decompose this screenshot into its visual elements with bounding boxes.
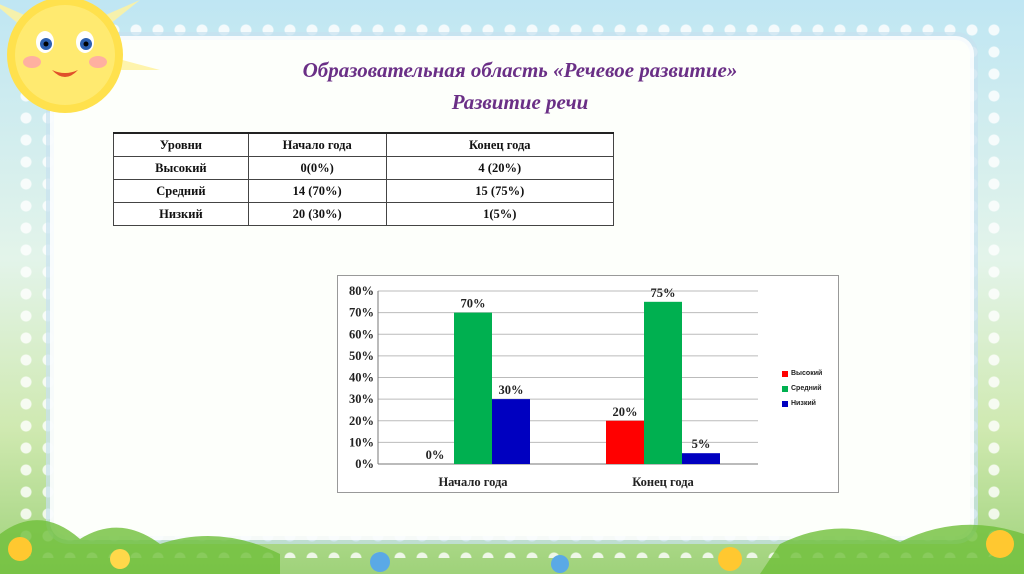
legend-label: Низкий [791,400,816,407]
x-tick-label: Начало года [438,475,508,489]
legend-swatch [782,370,788,377]
bar [454,312,492,464]
sun-illustration [0,0,160,113]
y-tick-label: 30% [349,392,374,406]
y-tick-label: 80% [349,284,374,298]
table-cell: 1(5%) [385,202,615,226]
table-cell: 20 (30%) [247,202,387,226]
data-label: 0% [426,448,445,462]
data-label: 75% [651,286,676,300]
legend-item: Высокий [782,366,822,381]
data-label: 5% [692,437,711,451]
grass-decoration [0,520,1024,574]
table-cell: 14 (70%) [247,179,387,203]
table-header-cell: Конец года [385,132,615,157]
table-header-cell: Начало года [247,132,387,157]
legend-label: Средний [791,385,822,392]
y-tick-label: 40% [349,371,374,385]
y-tick-label: 50% [349,349,374,363]
table-header-row: Уровни Начало года Конец года [113,132,615,157]
bar [682,453,720,464]
bar-chart-svg: 0% 10% 20% 30% 40% 50% 60% 70% 80% 0% 70% 30% Начало… [349,284,758,489]
y-tick-label: 70% [349,306,374,320]
bar-chart: 0% 10% 20% 30% 40% 50% 60% 70% 80% 0% 70% 30% Начало… [337,275,839,493]
y-tick-label: 0% [355,457,374,471]
table-cell: 15 (75%) [385,179,615,203]
data-label: 70% [461,297,486,311]
levels-table: Уровни Начало года Конец года Высокий 0(… [113,132,615,226]
table-row: Средний 14 (70%) 15 (75%) [113,179,615,203]
legend-label: Высокий [791,370,823,377]
table-cell: Средний [113,179,249,203]
chart-legend: Высокий Средний Низкий [782,366,822,411]
bar [492,399,530,464]
x-tick-label: Конец года [632,475,694,489]
y-tick-label: 10% [349,435,374,449]
table-cell: 4 (20%) [385,156,615,180]
legend-swatch [782,385,788,392]
legend-item: Средний [782,381,822,396]
table-cell: Низкий [113,202,249,226]
data-label: 20% [613,405,638,419]
bar [606,420,644,464]
legend-item: Низкий [782,396,822,411]
table-row: Низкий 20 (30%) 1(5%) [113,202,615,226]
y-tick-label: 60% [349,327,374,341]
table-row: Высокий 0(0%) 4 (20%) [113,156,615,180]
table-cell: 0(0%) [247,156,387,180]
y-tick-label: 20% [349,414,374,428]
page-title: Образовательная область «Речевое развити… [302,58,738,82]
table-cell: Высокий [113,156,249,180]
table-header-cell: Уровни [113,132,249,157]
data-label: 30% [499,383,524,397]
legend-swatch [782,400,788,407]
page-subtitle: Развитие речи [451,90,589,114]
bar [644,301,682,464]
